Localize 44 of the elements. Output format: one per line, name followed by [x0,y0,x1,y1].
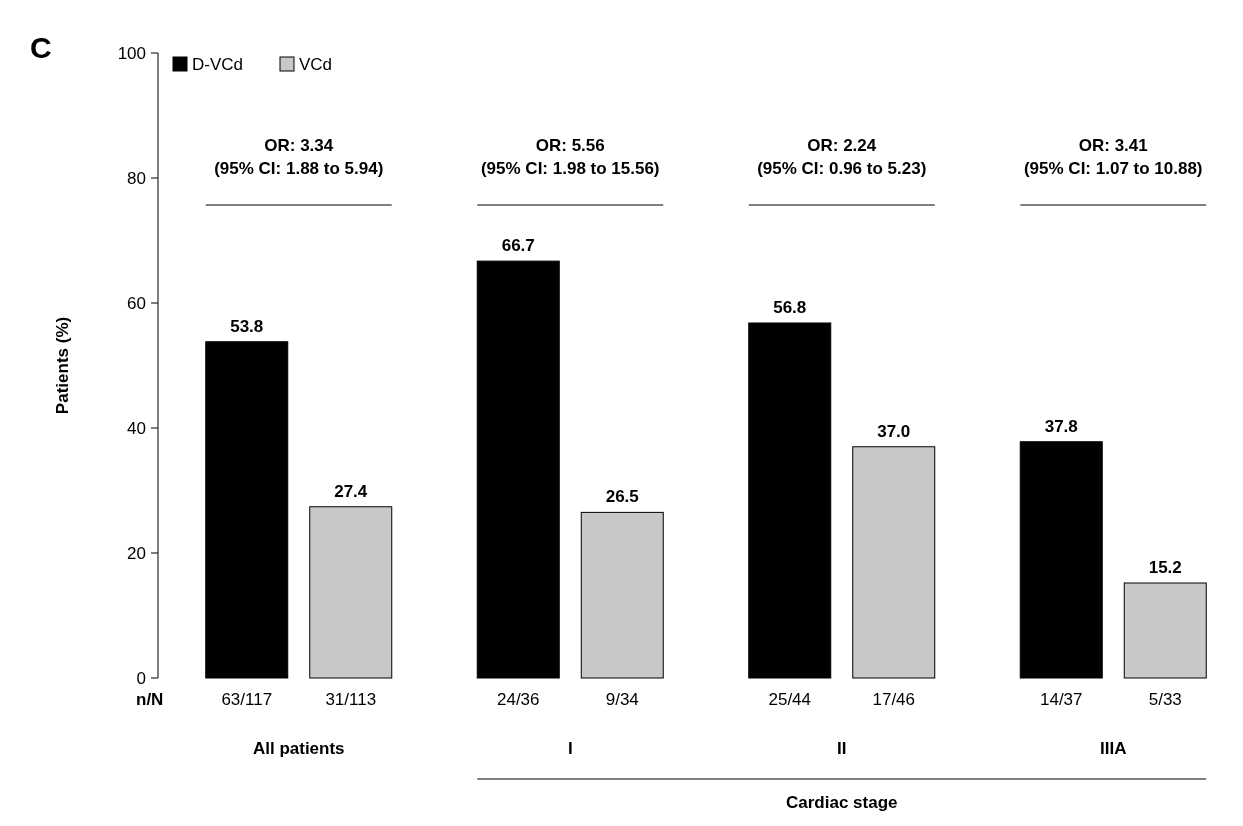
y-tick-label: 20 [127,543,146,563]
legend-label: VCd [299,54,333,74]
data-label: 56.8 [773,298,807,317]
bar [580,511,664,679]
y-tick-label: 40 [127,418,146,438]
y-tick-label: 0 [136,668,146,688]
text: IIIA [1100,739,1127,758]
bar [1123,582,1207,679]
legend-label: D-VCd [192,54,244,74]
bar [748,322,832,679]
x-tick-label: 24/36 [496,690,540,709]
data-label: 37.8 [1044,416,1078,436]
y-tick-label: 100 [117,43,146,63]
text: Cardiac stage [786,793,898,812]
x-tick-label: 25/44 [768,690,812,709]
annotation: OR: 5.56 (95% CI: 1.98 to 15.56) [480,136,660,178]
y-tick-label: 60 [127,293,146,313]
chart-title: C [30,31,52,64]
text: All patients [252,739,345,758]
x-tick-label: 14/37 [1039,690,1083,709]
bar [205,341,289,679]
text: I [567,739,573,758]
data-label: 26.5 [605,487,639,507]
x-tick-label: 63/117 [221,690,273,709]
bar [1019,441,1103,679]
x-tick-label: 17/46 [872,690,916,709]
data-label: 53.8 [230,316,264,336]
data-label: 15.2 [1148,558,1182,577]
y-tick-label: 80 [127,168,146,188]
text: n/N [136,690,164,709]
x-tick-label: 5/33 [1148,690,1182,709]
data-label: 37.0 [877,421,911,441]
x-tick-label: 9/34 [605,690,639,709]
annotation: OR: 2.24 (95% CI: 0.96 to 5.23) [757,136,927,178]
data-label: 66.7 [501,236,535,256]
bar [309,506,393,679]
data-label: 27.4 [334,481,368,501]
x-tick-label: 31/113 [325,690,377,709]
annotation: OR: 3.34 (95% CI: 1.88 to 5.94) [214,136,384,178]
bar [852,446,936,679]
y-axis-title: Patients (%) [53,316,72,415]
annotation: OR: 3.41 (95% CI: 1.07 to 10.88) [1023,136,1203,178]
text: II [837,739,847,758]
bar [476,260,560,679]
